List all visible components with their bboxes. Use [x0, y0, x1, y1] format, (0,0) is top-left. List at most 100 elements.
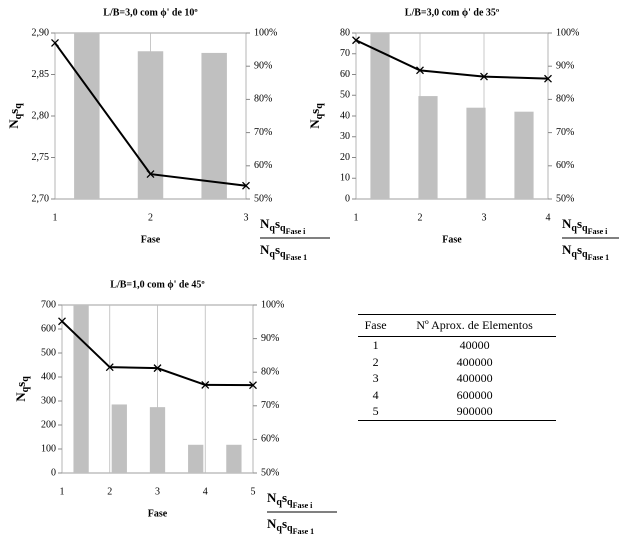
y-tick-label: 70: [340, 48, 350, 59]
x-tick-label: 1: [53, 212, 58, 223]
label-part: q: [280, 223, 286, 234]
marker: [249, 381, 257, 390]
y-tick-label: 400: [41, 371, 56, 382]
bar: [137, 51, 164, 200]
label-part: N: [307, 119, 322, 129]
bar: [370, 33, 390, 199]
y-tick-label: 60: [340, 69, 350, 80]
label-part: q: [276, 523, 282, 534]
marker: [480, 72, 488, 81]
label-part: s: [577, 242, 582, 257]
table-row: 1 40000: [358, 337, 556, 354]
label-part: q: [20, 376, 31, 382]
y2-title-numerator: NqsqFase i: [267, 490, 313, 510]
y2-tick-label: 100%: [261, 299, 284, 310]
table-cell: 400000: [456, 371, 493, 385]
y2-tick-label: 90%: [254, 60, 272, 71]
label-part: N: [562, 216, 572, 231]
marker: [58, 317, 66, 326]
marker: [544, 74, 552, 83]
bar: [466, 107, 486, 199]
table-cell: 400000: [456, 354, 493, 369]
bar: [201, 52, 227, 199]
y2-tick-label: 70%: [556, 127, 574, 138]
label-part: N: [6, 119, 21, 129]
header-cell: Nº Aprox. de Elementos: [393, 314, 556, 337]
y2-tick-label: 80%: [556, 94, 574, 105]
label-part: s: [282, 490, 287, 505]
label-part: q: [269, 223, 275, 234]
label-part: Fase i: [293, 501, 314, 510]
label-part: q: [571, 223, 577, 234]
label-part: s: [282, 516, 287, 531]
table-cell: 40000: [459, 338, 490, 352]
marker: [51, 39, 59, 47]
bar: [418, 96, 438, 199]
y-tick-label: 40: [340, 110, 350, 121]
label-part: q: [269, 249, 275, 260]
label-part: Fase 1: [286, 253, 308, 262]
y-tick-label: 2,80: [32, 110, 50, 121]
x-tick-label: 3: [244, 212, 249, 223]
bar: [74, 33, 100, 199]
x-tick-label: 1: [354, 212, 359, 223]
table-cell: 1: [372, 338, 379, 352]
label-part: Fase 1: [588, 253, 610, 262]
y2-title-denominator: NqsqFase 1: [267, 516, 314, 536]
table-row: 4 600000: [358, 387, 556, 404]
bar: [73, 305, 89, 473]
y-tick-label: 80: [340, 27, 350, 38]
label-part: s: [577, 216, 582, 231]
label-part: q: [13, 103, 24, 109]
marker: [242, 181, 250, 190]
label-part: Fase 1: [293, 527, 315, 536]
y2-tick-label: 70%: [254, 127, 272, 138]
label-part: N: [13, 392, 28, 402]
table-row: 5 900000: [358, 403, 556, 421]
y2-tick-label: 80%: [261, 366, 279, 377]
y2-tick-label: 50%: [261, 467, 279, 478]
chart-title: L/B=1,0 com ϕ' de 45º: [110, 279, 205, 290]
y-tick-label: 0: [51, 467, 56, 478]
y-axis-title: Nqsq: [6, 103, 24, 129]
y-tick-label: 300: [41, 395, 56, 406]
y-tick-label: 200: [41, 419, 56, 430]
y2-tick-label: 100%: [556, 27, 579, 38]
label-part: q: [280, 249, 286, 260]
table-cell: 3: [372, 371, 379, 385]
y2-title-denominator: NqsqFase 1: [260, 242, 307, 262]
marker: [352, 36, 360, 45]
y-tick-label: 600: [41, 323, 56, 334]
x-axis-title: Fase: [141, 234, 161, 245]
x-tick-label: 3: [155, 486, 160, 497]
table-cell: 900000: [393, 403, 556, 421]
x-tick-label: 2: [148, 212, 153, 223]
y2-tick-label: 70%: [261, 400, 279, 411]
label-part: Fase i: [588, 227, 609, 236]
y2-tick-label: 100%: [254, 27, 277, 38]
table-body: 1 40000 2 400000 3 400000 4 600000 5 900000: [358, 337, 556, 421]
label-part: q: [20, 386, 31, 392]
y2-title-numerator: NqsqFase i: [260, 216, 306, 236]
table-row: 3 400000: [358, 370, 556, 387]
marker: [416, 66, 424, 75]
label-part: q: [276, 497, 282, 508]
y-tick-label: 2,70: [32, 193, 50, 204]
label-part: q: [13, 113, 24, 119]
y2-title-numerator: NqsqFase i: [562, 216, 608, 236]
x-tick-label: 1: [60, 486, 65, 497]
y2-tick-label: 50%: [254, 193, 272, 204]
y2-tick-label: 60%: [261, 434, 279, 445]
label-part: N: [267, 516, 277, 531]
header-cell: Fase: [358, 314, 394, 337]
table-cell: 5: [358, 403, 394, 421]
label-part: Fase i: [286, 227, 307, 236]
label-part: s: [6, 109, 21, 114]
bar: [111, 404, 127, 473]
label-part: N: [260, 216, 270, 231]
elements-table: Fase Nº Aprox. de Elementos 1 40000 2 40000…: [358, 314, 556, 421]
y-tick-label: 30: [340, 131, 350, 142]
y-tick-label: 100: [41, 443, 56, 454]
